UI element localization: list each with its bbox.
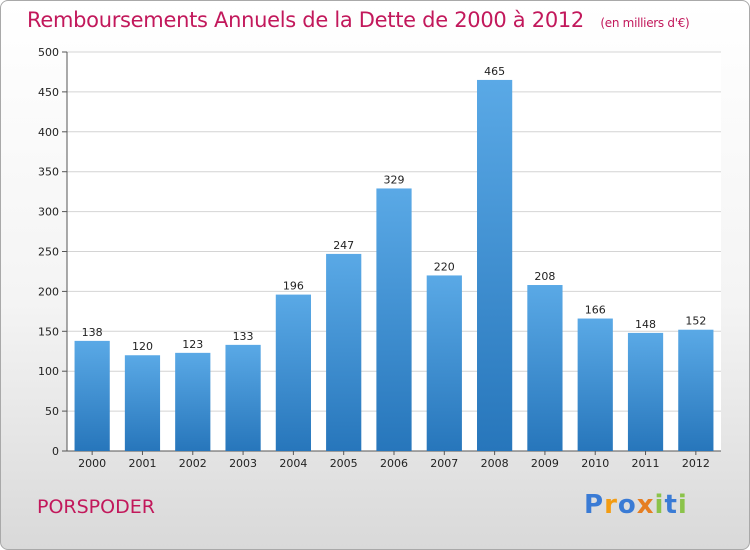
chart-title: Remboursements Annuels de la Dette de 20… [27,8,690,32]
bar [225,344,261,451]
y-tick-label: 250 [38,246,59,259]
bar [275,294,311,451]
value-label: 208 [534,270,555,283]
x-tick-label: 2006 [380,457,408,470]
x-tick-label: 2004 [279,457,307,470]
x-tick-label: 2002 [179,457,207,470]
x-tick-label: 2005 [330,457,358,470]
bar [577,318,613,451]
value-label: 148 [635,318,656,331]
x-tick-label: 2007 [430,457,458,470]
x-tick-label: 2010 [581,457,609,470]
value-label: 196 [283,280,304,293]
value-label: 166 [585,304,606,317]
y-tick-label: 300 [38,206,59,219]
x-tick-label: 2001 [128,457,156,470]
value-label: 220 [434,260,455,273]
bar [678,329,714,451]
logo-letter: i [654,490,665,520]
y-tick-label: 350 [38,166,59,179]
logo-letter: o [617,490,637,520]
value-label: 120 [132,340,153,353]
x-tick-label: 2011 [632,457,660,470]
y-tick-label: 200 [38,285,59,298]
x-tick-label: 2012 [682,457,710,470]
logo-letter: i [677,490,688,520]
x-tick-label: 2009 [531,457,559,470]
bar [175,352,211,451]
value-label: 247 [333,239,354,252]
y-tick-label: 400 [38,126,59,139]
proxiti-logo: Proxiti [584,490,688,520]
value-label: 152 [685,315,706,328]
bar [124,355,161,451]
y-tick-label: 450 [38,86,59,99]
logo-letter: P [584,490,605,520]
logo-letter: t [664,490,678,520]
y-tick-label: 0 [52,445,59,458]
x-tick-label: 2003 [229,457,257,470]
y-tick-label: 500 [38,46,59,59]
value-label: 465 [484,65,505,78]
logo-letter: r [604,490,618,520]
value-label: 329 [384,173,405,186]
bar [376,188,412,451]
y-tick-label: 150 [38,325,59,338]
bar [326,253,362,451]
y-tick-label: 50 [45,405,59,418]
bar [74,340,110,451]
chart-unit: (en milliers d'€) [600,16,690,30]
x-tick-label: 2008 [481,457,509,470]
bar [477,79,513,452]
bar [426,275,462,451]
y-tick-label: 100 [38,365,59,378]
commune-name: PORSPODER [37,496,155,518]
logo-letter: x [636,490,655,520]
value-label: 133 [233,330,254,343]
chart-title-text: Remboursements Annuels de la Dette de 20… [27,8,584,32]
bar [627,332,664,451]
value-label: 123 [182,338,203,351]
value-label: 138 [82,326,103,339]
x-tick-label: 2000 [78,457,106,470]
bar [527,285,563,451]
